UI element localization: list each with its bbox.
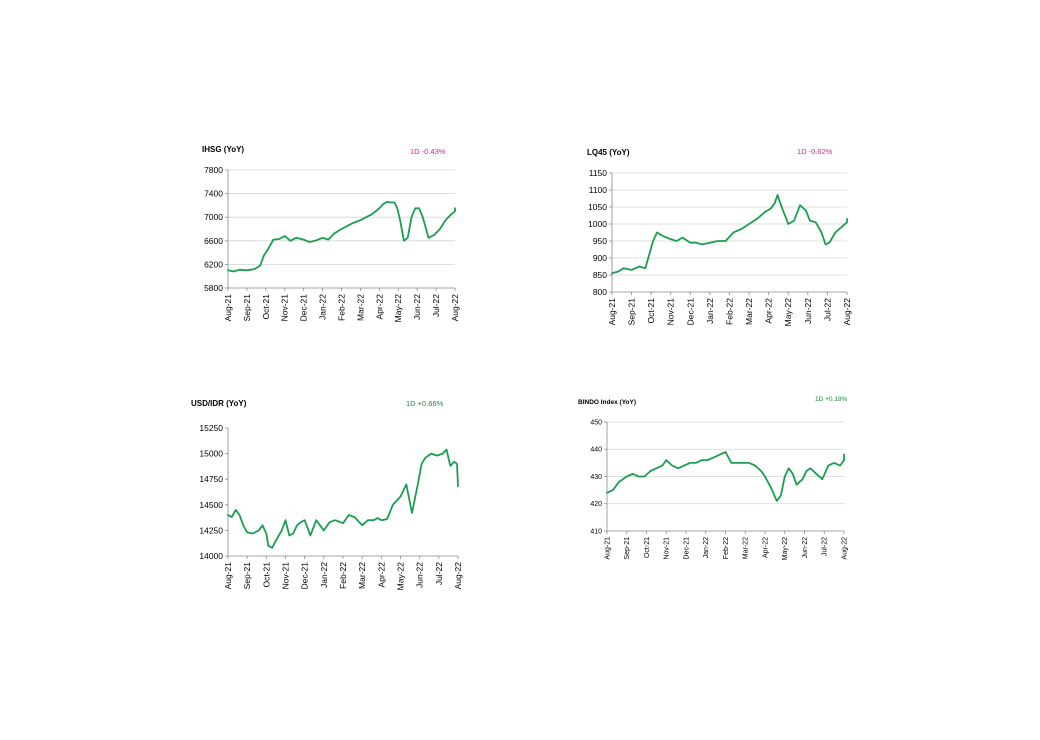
chart-title: IHSG (YoY): [202, 145, 244, 154]
x-tick-label: Aug-21: [223, 562, 233, 590]
x-tick-label: Dec-21: [685, 298, 695, 326]
x-tick-label: Nov-21: [664, 537, 671, 560]
series-line-ihsg: [227, 201, 456, 273]
series-line-lq45: [611, 194, 848, 275]
chart-title: LQ45 (YoY): [587, 148, 630, 157]
x-tick-label: Feb-22: [336, 294, 346, 321]
chart-lq45: LQ45 (YoY) 1D -0.62% 800 850 900 950 1000 1050 1…: [587, 147, 852, 327]
daily-change-badge: 1D -0.43%: [410, 147, 446, 156]
y-tick-label: 15250: [199, 423, 223, 433]
x-tick-label: Jan-22: [319, 562, 329, 588]
x-tick-label: Jan-22: [318, 294, 328, 320]
x-tick-label: Jun-22: [412, 294, 422, 320]
x-tick-label: May-22: [395, 562, 405, 591]
y-tick-label: 1050: [588, 202, 607, 212]
x-tick-label: Dec-21: [299, 294, 309, 322]
x-tick-label: Aug-22: [841, 537, 848, 560]
y-tick-label: 1150: [589, 168, 608, 178]
chart-ihsg: IHSG (YoY) 1D -0.43% 5800 6200 6600 7000 7400 7…: [202, 145, 460, 323]
x-tick-label: May-22: [783, 298, 793, 327]
y-tick-label: 900: [593, 253, 607, 263]
x-tick-label: Jul-22: [822, 298, 832, 321]
y-tick-label: 15000: [199, 449, 223, 459]
x-tick-label: Aug-22: [453, 562, 463, 590]
y-tick-label: 430: [590, 474, 602, 481]
x-tick-label: Jul-22: [822, 537, 829, 556]
chart-panel-bindo: BINDO Index (YoY) 1D +0.19% 410 420 430 440 45…: [575, 390, 850, 580]
x-tick-label: Jun-22: [415, 562, 425, 588]
x-tick-label: Aug-22: [842, 298, 852, 326]
x-tick-label: Nov-21: [666, 298, 676, 326]
x-tick-label: Mar-22: [357, 562, 367, 589]
x-tick-label: Mar-22: [744, 298, 754, 325]
x-tick-label: Oct-21: [644, 537, 651, 558]
y-tick-label: 1100: [589, 185, 608, 195]
x-tick-label: Jul-22: [434, 562, 444, 585]
y-tick-label: 14000: [199, 551, 223, 561]
daily-change-badge: 1D +0.66%: [406, 399, 444, 408]
x-tick-label: Feb-22: [724, 298, 734, 325]
x-tick-label: Jun-22: [802, 537, 809, 559]
x-tick-label: Sep-21: [624, 537, 631, 560]
y-tick-label: 14500: [199, 500, 223, 510]
y-tick-label: 7000: [204, 212, 223, 222]
x-tick-label: Apr-22: [374, 294, 384, 320]
y-tick-label: 7400: [204, 189, 223, 199]
x-tick-label: Mar-22: [743, 537, 750, 559]
x-tick-label: Jun-22: [803, 298, 813, 324]
x-tick-label: Apr-22: [376, 562, 386, 588]
x-tick-label: Nov-21: [280, 294, 290, 322]
y-tick-label: 420: [590, 501, 602, 508]
x-tick-label: Oct-21: [646, 298, 656, 324]
x-tick-label: Sep-21: [627, 298, 637, 326]
x-tick-label: Nov-21: [280, 562, 290, 590]
chart-panel-usdidr: USD/IDR (YoY) 1D +0.66% 14000 14250 14500 147…: [188, 393, 470, 603]
x-tick-label: Aug-22: [450, 294, 460, 322]
y-tick-label: 440: [590, 447, 602, 454]
x-tick-label: Mar-22: [355, 294, 365, 321]
x-tick-label: Jul-22: [431, 294, 441, 317]
x-tick-label: Aug-21: [223, 294, 233, 322]
y-tick-label: 850: [593, 270, 607, 280]
chart-panel-lq45: LQ45 (YoY) 1D -0.62% 800 850 900 950 1000 1050 1…: [585, 142, 855, 337]
y-tick-label: 5800: [204, 283, 223, 293]
x-tick-label: Jan-22: [705, 298, 715, 324]
y-tick-label: 14750: [199, 474, 223, 484]
x-tick-label: Oct-21: [261, 294, 271, 320]
y-tick-label: 410: [590, 528, 602, 535]
x-tick-label: Aug-21: [607, 298, 617, 326]
x-tick-label: Apr-22: [764, 298, 774, 324]
y-tick-label: 7800: [204, 165, 223, 175]
x-tick-label: Sep-21: [242, 562, 252, 590]
x-tick-label: Apr-22: [762, 537, 769, 558]
y-tick-label: 1000: [588, 219, 607, 229]
y-tick-label: 6200: [204, 259, 223, 269]
series-line-usdidr: [227, 448, 459, 549]
y-tick-label: 14250: [199, 525, 223, 535]
x-tick-label: Dec-21: [683, 537, 690, 560]
x-tick-label: Jan-22: [703, 537, 710, 559]
x-tick-label: Dec-21: [300, 562, 310, 590]
chart-title: BINDO Index (YoY): [578, 399, 636, 406]
y-tick-label: 6600: [204, 236, 223, 246]
daily-change-badge: 1D -0.62%: [797, 147, 833, 156]
chart-bindo: BINDO Index (YoY) 1D +0.19% 410 420 430 440 45…: [578, 396, 848, 560]
x-tick-label: Feb-22: [723, 537, 730, 559]
x-tick-label: Sep-21: [242, 294, 252, 322]
x-tick-label: Aug-21: [604, 537, 611, 560]
x-tick-label: Oct-21: [261, 562, 271, 588]
chart-title: USD/IDR (YoY): [191, 399, 247, 408]
y-tick-label: 800: [593, 287, 607, 297]
chart-usdidr: USD/IDR (YoY) 1D +0.66% 14000 14250 14500 147…: [191, 399, 463, 591]
x-tick-label: May-22: [393, 294, 403, 323]
y-tick-label: 950: [593, 236, 607, 246]
daily-change-badge: 1D +0.19%: [815, 396, 848, 403]
x-tick-label: May-22: [782, 537, 789, 560]
y-tick-label: 450: [590, 419, 602, 426]
x-tick-label: Feb-22: [338, 562, 348, 589]
series-line-bindo: [606, 451, 845, 502]
chart-panel-ihsg: IHSG (YoY) 1D -0.43% 5800 6200 6600 7000 7400 7…: [195, 140, 465, 340]
